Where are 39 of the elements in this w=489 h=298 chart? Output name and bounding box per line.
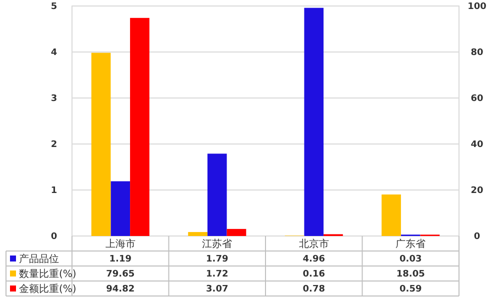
data-label: 0.16	[302, 270, 325, 280]
bar	[226, 228, 246, 236]
bar	[110, 181, 130, 236]
legend-label: 数量比重(%)	[19, 268, 76, 280]
data-label: 0.03	[400, 254, 422, 265]
data-label: 3.07	[206, 284, 228, 295]
data-label: 0.78	[302, 284, 325, 295]
y-tick-label: 1	[50, 186, 58, 196]
y2-tick-label: 80	[470, 48, 484, 58]
data-label: 0.59	[400, 284, 422, 295]
y2-tick-label: 0	[474, 232, 480, 242]
legend-label: 产品品位	[19, 253, 59, 265]
x-tick-label: 北京市	[298, 238, 329, 250]
data-label: 4.96	[302, 254, 325, 265]
bar	[130, 18, 150, 236]
data-label: 1.72	[206, 270, 228, 280]
data-label: 1.79	[206, 254, 228, 265]
x-tick-label: 江苏省	[202, 238, 232, 250]
data-label: 79.65	[106, 270, 135, 280]
bar	[382, 194, 401, 236]
y2-tick-label: 60	[470, 94, 484, 104]
data-label: 18.05	[396, 270, 425, 280]
y-tick-label: 3	[50, 94, 58, 104]
bar	[91, 52, 111, 236]
bar	[304, 8, 324, 236]
legend-label: 金额比重(%)	[19, 283, 76, 295]
bar	[188, 232, 208, 236]
y2-tick-label: 100	[468, 2, 486, 12]
y-tick-label: 0	[50, 232, 58, 242]
x-tick-label: 上海市	[105, 238, 136, 250]
data-label: 1.19	[109, 254, 132, 265]
bar	[207, 154, 227, 236]
y-tick-label: 5	[50, 2, 58, 12]
data-label: 94.82	[106, 284, 135, 295]
y-tick-label: 2	[50, 140, 58, 150]
y2-tick-label: 40	[470, 140, 484, 150]
x-tick-label: 广东省	[396, 238, 426, 250]
y-tick-label: 4	[50, 48, 58, 58]
y2-tick-label: 20	[470, 186, 484, 196]
